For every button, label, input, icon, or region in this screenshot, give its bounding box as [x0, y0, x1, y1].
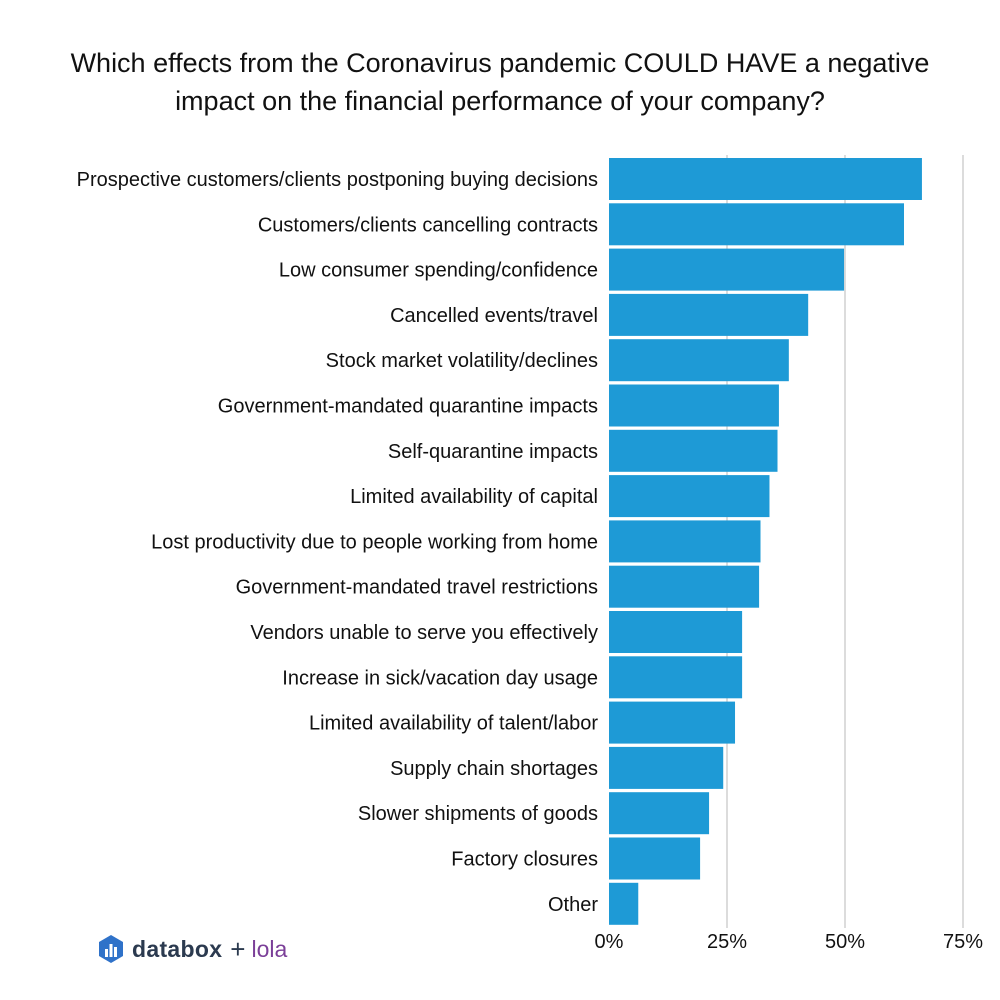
- bar: [609, 611, 743, 653]
- bar: [609, 384, 779, 427]
- chart-title-line-2: impact on the financial performance of y…: [175, 86, 825, 116]
- bar: [609, 429, 778, 472]
- category-label: Limited availability of talent/labor: [309, 713, 598, 735]
- bar: [609, 565, 760, 608]
- bar: [609, 882, 639, 925]
- bar: [609, 158, 922, 200]
- category-label: Cancelled events/travel: [390, 305, 598, 327]
- category-label: Prospective customers/clients postponing…: [77, 169, 598, 191]
- category-label: Customers/clients cancelling contracts: [258, 214, 598, 236]
- chart-title-line-1: Which effects from the Coronavirus pande…: [70, 48, 930, 78]
- bar: [609, 746, 724, 789]
- x-tick-label: 0%: [595, 931, 624, 953]
- category-label: Vendors unable to serve you effectively: [250, 622, 598, 644]
- brand-partner: lola: [251, 935, 288, 962]
- x-tick-label: 75%: [943, 931, 983, 953]
- x-tick-label: 25%: [707, 931, 747, 953]
- category-label: Other: [548, 894, 598, 916]
- bar: [609, 701, 736, 744]
- x-tick-label: 50%: [825, 931, 865, 953]
- category-label: Limited availability of capital: [350, 486, 598, 508]
- category-label: Increase in sick/vacation day usage: [282, 667, 598, 689]
- category-label: Slower shipments of goods: [358, 803, 598, 825]
- category-label: Factory closures: [451, 849, 598, 871]
- category-label: Stock market volatility/declines: [326, 350, 598, 372]
- brand-name: databox: [132, 935, 223, 962]
- bar: [609, 792, 710, 835]
- bar: [609, 339, 789, 382]
- bar: [609, 248, 845, 291]
- category-label: Self-quarantine impacts: [388, 441, 598, 463]
- databox-bar-chart-icon: [99, 935, 123, 963]
- category-label: Government-mandated quarantine impacts: [218, 396, 598, 418]
- brand-logo: databox + lola: [98, 932, 287, 966]
- bar: [609, 656, 743, 699]
- bar: [609, 203, 904, 246]
- category-label: Low consumer spending/confidence: [279, 260, 598, 282]
- chart-title: Which effects from the Coronavirus pande…: [0, 44, 1000, 120]
- bar: [609, 520, 761, 563]
- bar: [609, 837, 701, 880]
- category-label: Supply chain shortages: [390, 758, 598, 780]
- category-label: Lost productivity due to people working …: [151, 531, 598, 553]
- brand-plus: +: [230, 933, 246, 964]
- bar: [609, 293, 809, 336]
- bar: [609, 475, 770, 518]
- category-label: Government-mandated travel restrictions: [236, 577, 598, 599]
